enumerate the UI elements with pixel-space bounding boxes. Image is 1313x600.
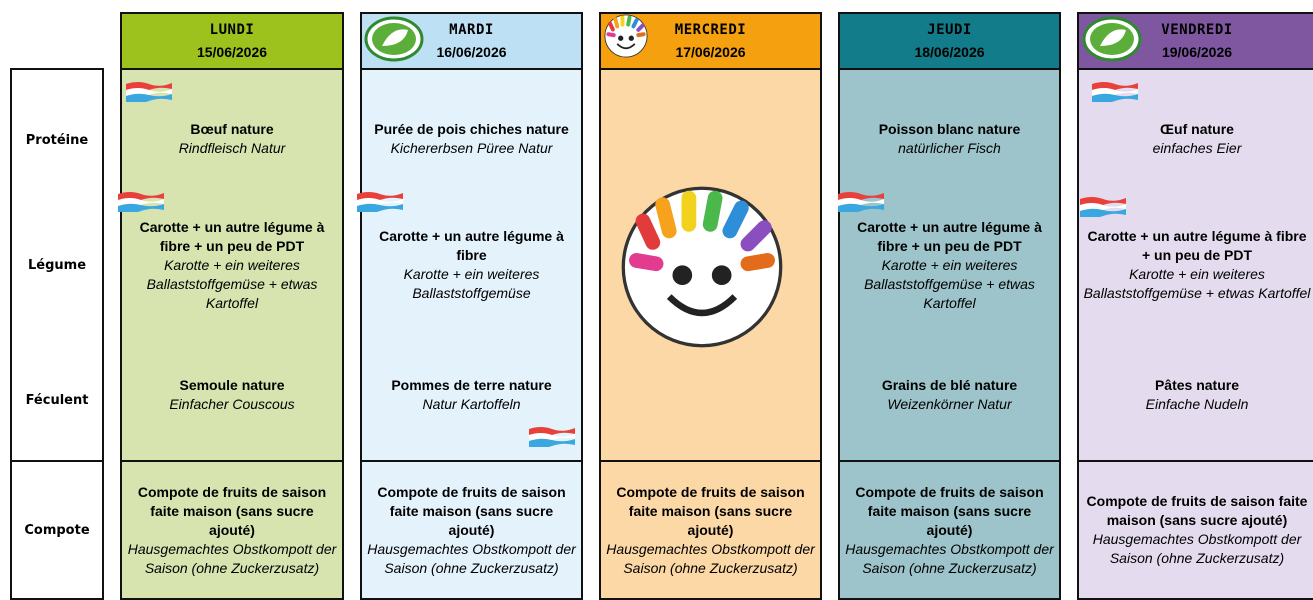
day-date: 19/06/2026 [1161, 44, 1233, 60]
day-header: JEUDI 18/06/2026 [838, 12, 1061, 70]
dish-de: Hausgemachtes Obstkompott der Saison (oh… [127, 540, 337, 576]
dish-fr: Carotte + un autre légume à fibre + un p… [139, 218, 325, 254]
dish-de: einfaches Eier [1152, 140, 1242, 156]
leaf-icon [364, 16, 424, 67]
menu-cell: Compote de fruits de saison faite maison… [1077, 460, 1313, 600]
day-body [120, 460, 344, 600]
day-body [838, 460, 1061, 600]
dish-fr: Compote de fruits de saison faite maison… [377, 483, 566, 538]
leaf-icon [1082, 16, 1142, 67]
day-date: 18/06/2026 [914, 44, 985, 60]
day-body [1077, 68, 1313, 462]
dish-fr: Grains de blé nature [881, 377, 1018, 393]
day-date: 17/06/2026 [675, 44, 746, 60]
lux-flag [126, 80, 172, 104]
dish-fr: Compote de fruits de saison faite maison… [137, 483, 327, 538]
dish-de: Natur Kartoffeln [422, 396, 521, 412]
menu-cell: Carotte + un autre légume à fibre Karotte… [360, 190, 583, 340]
menu-cell: Purée de pois chiches nature Kichererbsen… [360, 88, 583, 190]
dish-de: Karotte + ein weiteres Ballaststoffgemüs… [403, 266, 540, 301]
dish-fr: Poisson blanc nature [878, 121, 1021, 137]
dish-fr: Purée de pois chiches nature [374, 121, 569, 137]
menu-cell: Compote de fruits de saison faite maison… [599, 460, 822, 600]
lux-flag [1080, 195, 1126, 219]
dish-fr: Bœuf nature [190, 121, 274, 137]
day-body [360, 68, 583, 462]
dish-fr: Pommes de terre nature [391, 377, 552, 393]
day-name: MERCREDI [674, 22, 747, 38]
dish-fr: Œuf nature [1160, 121, 1234, 137]
dish-de: Karotte + ein weiteres Ballaststoffgemüs… [864, 256, 1035, 311]
menu-cell: Œuf nature einfaches Eier [1077, 88, 1313, 190]
dish-fr: Compote de fruits de saison faite maison… [1086, 493, 1308, 528]
dish-de: Hausgemachtes Obstkompott der Saison (oh… [367, 540, 576, 576]
dish-de: Hausgemachtes Obstkompott der Saison (oh… [845, 540, 1054, 576]
menu-cell: Carotte + un autre légume à fibre + un p… [838, 190, 1061, 340]
row-label: Compote [24, 522, 90, 538]
menu-cell: Pommes de terre nature Natur Kartoffeln [360, 350, 583, 440]
lux-flag [529, 425, 575, 449]
dish-fr: Carotte + un autre légume à fibre + un p… [857, 218, 1042, 254]
lux-flag [1092, 80, 1138, 104]
day-name: LUNDI [209, 22, 255, 38]
dish-de: Hausgemachtes Obstkompott der Saison (oh… [606, 540, 815, 576]
menu-cell: Poisson blanc nature natürlicher Fisch [838, 88, 1061, 190]
dish-de: Einfacher Couscous [169, 396, 295, 412]
menu-cell: Semoule nature Einfacher Couscous [120, 350, 344, 440]
dish-fr: Pâtes nature [1154, 377, 1240, 393]
lux-flag [838, 190, 884, 214]
dish-fr: Compote de fruits de saison faite maison… [855, 483, 1044, 538]
smiley-icon [620, 185, 784, 354]
menu-cell: Bœuf nature Rindfleisch Natur [120, 88, 344, 190]
menu-cell: Compote de fruits de saison faite maison… [360, 460, 583, 600]
dish-de: Hausgemachtes Obstkompott der Saison (oh… [1092, 531, 1302, 566]
dish-de: Einfache Nudeln [1145, 396, 1249, 412]
day-name: VENDREDI [1161, 22, 1233, 38]
day-body [120, 68, 344, 462]
menu-cell: Pâtes nature Einfache Nudeln [1077, 350, 1313, 440]
lux-flag [118, 190, 164, 214]
smiley-icon [604, 14, 648, 63]
day-name: JEUDI [927, 22, 972, 38]
day-date: 15/06/2026 [196, 44, 268, 60]
menu-cell: Compote de fruits de saison faite maison… [838, 460, 1061, 600]
day-name: MARDI [449, 22, 494, 38]
dish-de: Weizenkörner Natur [887, 396, 1012, 412]
menu-cell: Compote de fruits de saison faite maison… [120, 460, 344, 600]
lux-flag [357, 190, 403, 214]
row-label: Légume [27, 257, 87, 273]
dish-de: Karotte + ein weiteres Ballaststoffgemüs… [1083, 266, 1311, 301]
menu-cell: Carotte + un autre légume à fibre + un p… [1077, 190, 1313, 340]
menu-cell: Grains de blé nature Weizenkörner Natur [838, 350, 1061, 440]
day-header: LUNDI 15/06/2026 [120, 12, 344, 70]
day-date: 16/06/2026 [436, 44, 507, 60]
dish-fr: Semoule nature [179, 377, 285, 393]
dish-fr: Carotte + un autre légume à fibre + un p… [1087, 228, 1307, 263]
menu-cell: Carotte + un autre légume à fibre + un p… [120, 190, 344, 340]
row-label: Féculent [25, 392, 89, 408]
dish-fr: Carotte + un autre légume à fibre [379, 228, 564, 263]
dish-fr: Compote de fruits de saison faite maison… [616, 483, 805, 538]
dish-de: natürlicher Fisch [898, 140, 1001, 156]
dish-de: Karotte + ein weiteres Ballaststoffgemüs… [146, 256, 318, 311]
day-body [1077, 460, 1313, 600]
row-label: Protéine [25, 132, 89, 148]
dish-de: Kichererbsen Püree Natur [390, 140, 553, 156]
dish-de: Rindfleisch Natur [178, 140, 286, 156]
